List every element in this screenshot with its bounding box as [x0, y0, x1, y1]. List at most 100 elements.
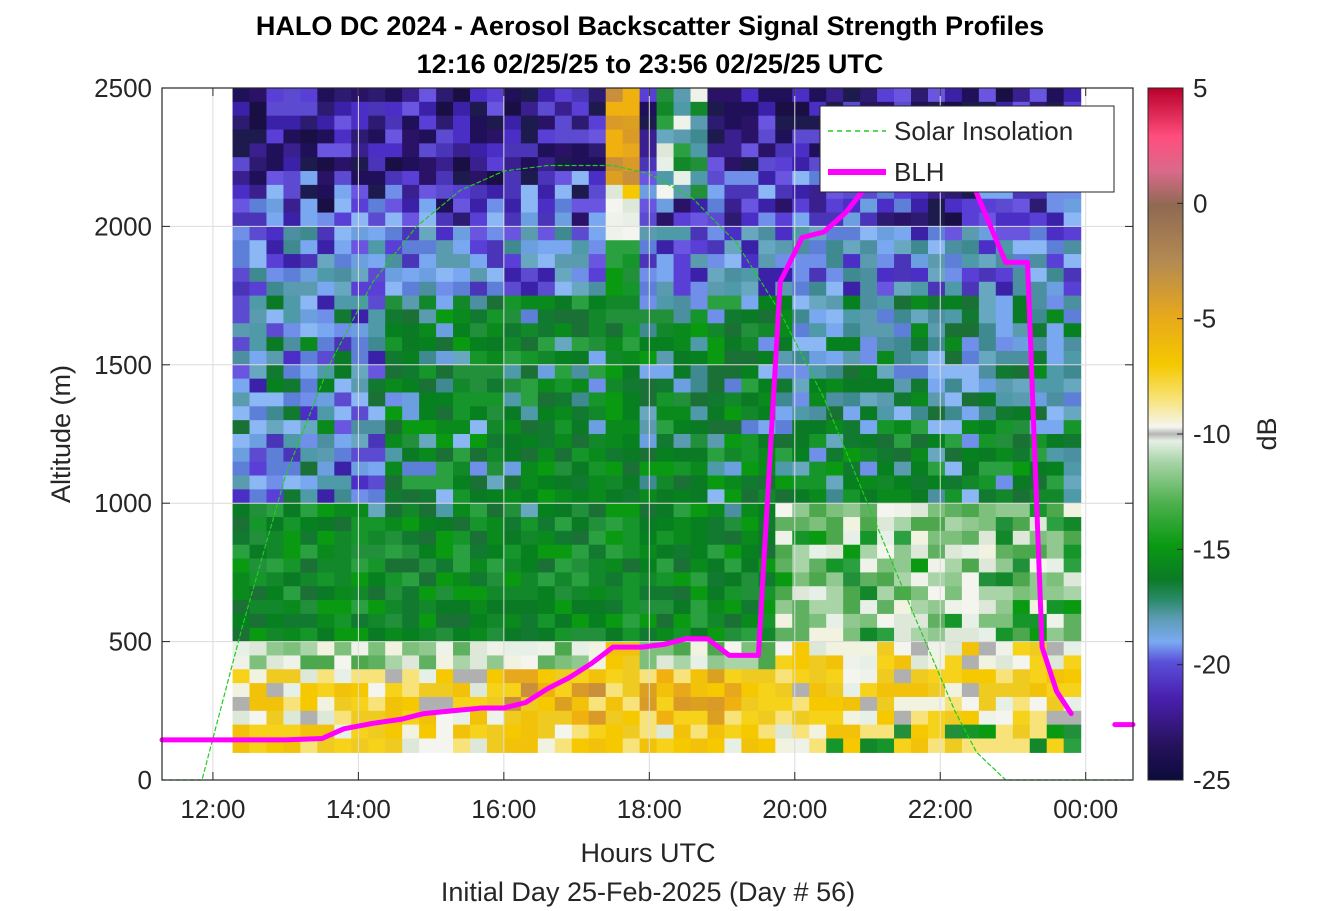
heatmap-cell — [792, 392, 810, 407]
heatmap-cell — [775, 461, 793, 477]
heatmap-cell — [385, 475, 403, 490]
heatmap-cell — [436, 364, 454, 380]
heatmap-cell — [368, 503, 386, 518]
heatmap-cell — [470, 115, 488, 131]
heatmap-cell — [690, 683, 709, 698]
heatmap-cell — [826, 350, 844, 366]
heatmap-cell — [860, 378, 878, 394]
heatmap-cell — [911, 420, 929, 435]
heatmap-cell — [486, 641, 505, 657]
heatmap-cell — [927, 267, 946, 283]
heatmap-cell — [673, 212, 692, 227]
heatmap-cell — [877, 406, 895, 421]
heatmap-cell — [1063, 88, 1082, 103]
heatmap-cell — [232, 586, 251, 601]
heatmap-cell — [266, 669, 285, 684]
heatmap-cell — [639, 503, 658, 518]
heatmap-cell — [707, 226, 726, 241]
heatmap-cell — [334, 240, 352, 255]
heatmap-cell — [724, 254, 742, 269]
heatmap-cell — [249, 447, 268, 463]
heatmap-cell — [1046, 378, 1065, 394]
heatmap-cell — [690, 420, 709, 435]
heatmap-cell — [368, 323, 386, 338]
heatmap-cell — [283, 226, 301, 241]
heatmap-cell — [775, 101, 793, 117]
heatmap-cell — [758, 350, 776, 366]
heatmap-cell — [656, 323, 675, 338]
heatmap-cell — [741, 724, 759, 740]
heatmap-cell — [894, 281, 912, 297]
heatmap-cell — [741, 586, 759, 601]
heatmap-cell — [690, 101, 709, 117]
heatmap-cell — [283, 613, 301, 629]
heatmap-cell — [520, 434, 539, 449]
heatmap-cell — [995, 323, 1014, 338]
heatmap-cell — [741, 240, 759, 255]
heatmap-cell — [334, 517, 352, 532]
heatmap-cell — [758, 738, 776, 753]
heatmap-cell — [656, 157, 675, 172]
heatmap-cell — [300, 115, 318, 131]
heatmap-cell — [486, 558, 505, 573]
heatmap-cell — [520, 683, 539, 698]
heatmap-cell — [809, 420, 827, 435]
heatmap-cell — [520, 129, 539, 144]
heatmap-cell — [470, 420, 488, 435]
heatmap-cell — [1046, 724, 1065, 740]
heatmap-cell — [249, 641, 268, 657]
heatmap-cell — [283, 184, 301, 200]
heatmap-cell — [1029, 281, 1048, 297]
heatmap-cell — [385, 558, 403, 573]
heatmap-cell — [537, 420, 556, 435]
colorbar-label: dB — [1252, 417, 1282, 450]
heatmap-cell — [232, 724, 251, 740]
heatmap-cell — [978, 364, 997, 380]
heatmap-cell — [927, 544, 946, 560]
heatmap-cell — [995, 738, 1014, 753]
heatmap-cell — [232, 475, 251, 490]
heatmap-cell — [995, 309, 1014, 324]
heatmap-cell — [877, 475, 895, 490]
heatmap-cell — [317, 157, 335, 172]
heatmap-cell — [961, 420, 980, 435]
heatmap-cell — [537, 710, 556, 726]
heatmap-cell — [232, 143, 251, 158]
heatmap-cell — [453, 212, 471, 227]
heatmap-cell — [860, 530, 878, 546]
heatmap-cell — [927, 724, 946, 740]
heatmap-cell — [537, 530, 556, 546]
heatmap-cell — [911, 489, 929, 504]
heatmap-cell — [656, 434, 675, 449]
heatmap-cell — [690, 447, 709, 463]
heatmap-cell — [588, 406, 607, 421]
heatmap-cell — [724, 198, 742, 214]
heatmap-cell — [961, 710, 980, 726]
heatmap-cell — [571, 323, 590, 338]
heatmap-cell — [690, 212, 709, 227]
heatmap-cell — [690, 295, 709, 311]
heatmap-cell — [707, 655, 726, 670]
heatmap-cell — [419, 212, 437, 227]
heatmap-cell — [809, 503, 827, 518]
heatmap-cell — [894, 212, 912, 227]
heatmap-cell — [605, 281, 624, 297]
heatmap-cell — [436, 267, 454, 283]
heatmap-cell — [351, 558, 369, 573]
heatmap-cell — [503, 600, 522, 615]
heatmap-cell — [334, 143, 352, 158]
heatmap-cell — [486, 724, 505, 740]
heatmap-cell — [995, 586, 1014, 601]
heatmap-cell — [334, 669, 352, 684]
heatmap-cell — [877, 364, 895, 380]
heatmap-cell — [673, 267, 692, 283]
heatmap-cell — [503, 267, 522, 283]
heatmap-cell — [826, 655, 844, 670]
heatmap-cell — [470, 503, 488, 518]
heatmap-cell — [724, 627, 742, 643]
heatmap-cell — [402, 683, 420, 698]
heatmap-cell — [877, 641, 895, 657]
heatmap-cell — [385, 600, 403, 615]
heatmap-cell — [537, 350, 556, 366]
heatmap-cell — [453, 572, 471, 587]
